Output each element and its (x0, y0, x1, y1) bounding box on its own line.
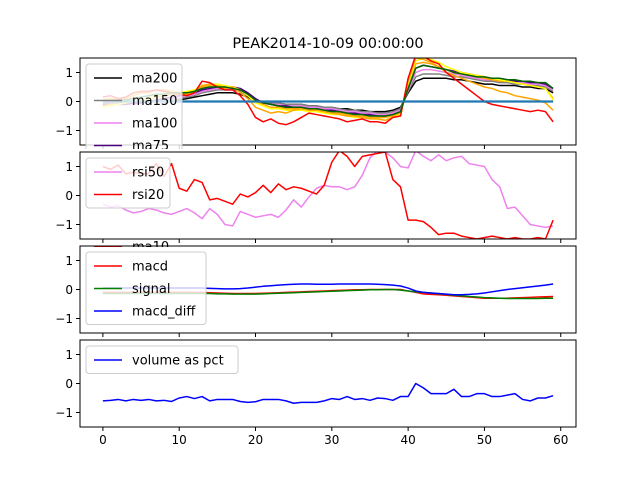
series-line-rsi50 (102, 152, 554, 229)
legend: volume as pct (85, 345, 239, 374)
chart-panels: −1 0 1 ma200 ma150 ma100 ma75 ma10 −1 0 1 rsi50 rsi2… (55, 57, 577, 447)
panel-1: −1 0 1 ma200 ma150 ma100 ma75 (55, 57, 577, 154)
panel-2: ma10 −1 0 1 rsi50 rsi20 (55, 151, 577, 255)
y-tick-label: 1 (65, 160, 73, 174)
legend-label: ma100 (132, 117, 177, 132)
x-tick-label: 20 (248, 433, 263, 447)
legend-label: rsi50 (132, 166, 164, 181)
x-tick-label: 30 (324, 433, 339, 447)
legend: rsi50 rsi20 (85, 157, 171, 209)
y-tick-label: −1 (55, 406, 73, 420)
legend-label: ma75 (132, 139, 169, 154)
x-tick-label: 50 (477, 433, 492, 447)
y-tick-label: 0 (65, 95, 73, 109)
y-tick-label: 1 (65, 66, 73, 80)
legend-label: ma150 (132, 94, 177, 109)
x-tick-label: 0 (99, 433, 107, 447)
legend-label-clipped: ma10 (132, 240, 169, 255)
series-line-volume-as-pct (102, 382, 554, 404)
y-tick-label: 1 (65, 348, 73, 362)
legend-label: rsi20 (132, 188, 164, 203)
x-tick-label: 40 (400, 433, 415, 447)
x-tick-label: 10 (172, 433, 187, 447)
legend-label: signal (132, 282, 170, 297)
clipped-legend-entry: ma10 (94, 240, 169, 255)
chart-title: PEAK2014-10-09 00:00:00 (232, 36, 423, 52)
x-tick-label: 60 (553, 433, 568, 447)
y-tick-label: 0 (65, 283, 73, 297)
legend-label: macd_diff (132, 305, 196, 320)
legend-box (85, 157, 171, 209)
legend-label: ma200 (132, 72, 177, 87)
legend-box (85, 345, 239, 374)
y-tick-label: −1 (55, 124, 73, 138)
y-tick-label: 1 (65, 254, 73, 268)
legend: ma200 ma150 ma100 ma75 (85, 63, 183, 154)
legend-label: macd (132, 260, 168, 275)
panel-4-lines (102, 382, 554, 404)
legend-box (85, 251, 207, 325)
y-tick-label: −1 (55, 218, 73, 232)
y-tick-label: 0 (65, 189, 73, 203)
legend-label: volume as pct (132, 354, 224, 369)
legend: macd signal macd_diff (85, 251, 207, 325)
y-tick-label: 0 (65, 377, 73, 391)
y-tick-label: −1 (55, 312, 73, 326)
panel-3: −1 0 1 macd signal macd_diff (55, 245, 577, 337)
legend-box (85, 63, 183, 149)
